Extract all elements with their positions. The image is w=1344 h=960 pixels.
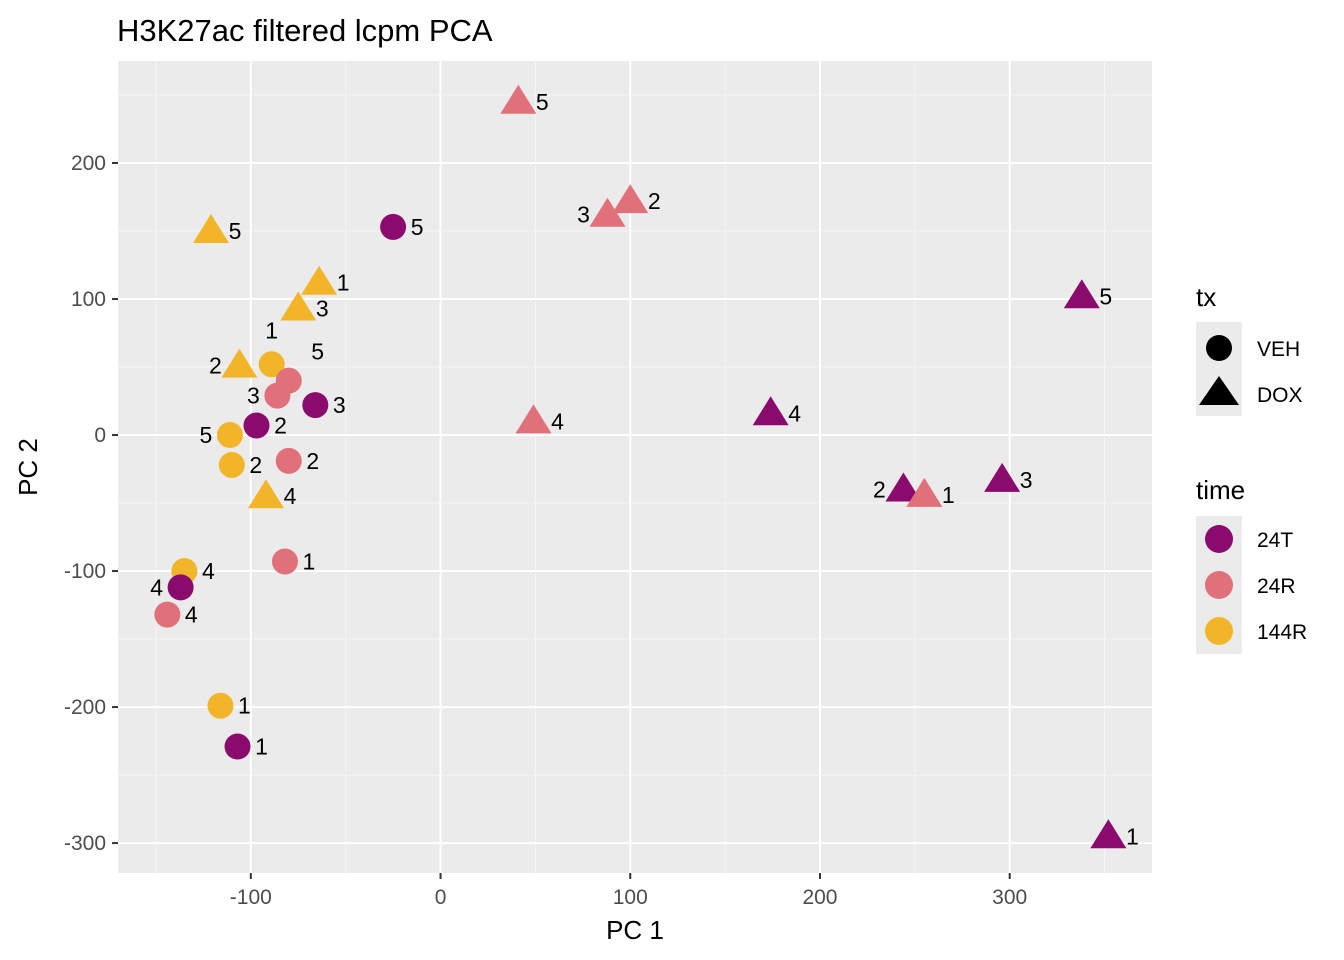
data-point-dox [984, 462, 1021, 492]
point-label: 5 [200, 422, 213, 448]
legend-time-title: time [1196, 475, 1245, 505]
x-axis: -100 0 100 200 300 [230, 873, 1027, 909]
point-label: 4 [284, 483, 297, 509]
legend-veh-circle-icon [1206, 335, 1232, 361]
point-label: 2 [249, 452, 262, 478]
grid-major [118, 61, 1152, 873]
data-point-dox [589, 197, 626, 227]
y-axis: -300 -200 -100 0 100 200 [64, 152, 118, 855]
data-point-dox [280, 291, 317, 321]
x-tick-label: -100 [230, 886, 272, 909]
data-point-veh [167, 574, 194, 601]
y-tick-label: -300 [64, 832, 106, 855]
point-label: 3 [316, 296, 329, 322]
data-point-veh [154, 601, 181, 628]
data-points [154, 84, 1127, 849]
point-label: 4 [150, 574, 163, 600]
point-label: 2 [873, 476, 886, 502]
data-point-veh [380, 213, 407, 240]
grid-minor [118, 61, 1152, 873]
point-label: 5 [229, 218, 242, 244]
data-point-dox [752, 396, 789, 426]
data-point-dox [247, 479, 284, 509]
data-point-dox [885, 472, 922, 502]
point-label: 1 [303, 549, 316, 575]
point-label: 4 [202, 558, 215, 584]
point-label: 5 [411, 214, 424, 240]
data-point-veh [207, 692, 234, 719]
x-tick-label: 300 [992, 886, 1027, 909]
x-tick-label: 0 [435, 886, 447, 909]
plot-panel [118, 61, 1152, 873]
data-point-dox [1090, 819, 1127, 849]
legend-time-label-24t: 24T [1257, 529, 1293, 552]
point-label: 4 [788, 400, 801, 426]
point-label: 1 [1126, 823, 1139, 849]
y-axis-title: PC 2 [13, 438, 43, 496]
point-label: 3 [333, 392, 346, 418]
point-label: 1 [255, 734, 268, 760]
y-tick-label: -100 [64, 560, 106, 583]
point-label: 1 [942, 482, 955, 508]
data-point-dox [301, 265, 338, 295]
legend-tx-label-veh: VEH [1257, 338, 1300, 361]
point-label: 3 [247, 383, 260, 409]
data-point-veh [218, 451, 245, 478]
point-label: 2 [274, 413, 287, 439]
point-label: 4 [185, 602, 198, 628]
point-label: 1 [337, 270, 350, 296]
data-point-veh [275, 447, 302, 474]
data-point-veh [216, 422, 243, 449]
legend-144r-swatch [1205, 617, 1233, 645]
data-point-dox [1063, 279, 1100, 309]
data-point-veh [264, 382, 291, 409]
legend-time: time 24T 24R 144R [1196, 475, 1307, 654]
point-label: 5 [536, 89, 549, 115]
data-point-dox [515, 404, 552, 434]
legend-tx-title: tx [1196, 282, 1216, 312]
data-point-veh [302, 392, 329, 419]
y-tick-label: 200 [71, 152, 106, 175]
data-point-dox [221, 348, 258, 378]
point-label: 1 [265, 317, 278, 343]
chart-title: H3K27ac filtered lcpm PCA [117, 13, 493, 48]
legend-24t-swatch [1205, 525, 1233, 553]
y-tick-label: -200 [64, 696, 106, 719]
legend-tx: tx VEH DOX [1196, 282, 1303, 416]
data-point-dox [192, 214, 229, 244]
legend-time-label-24r: 24R [1257, 575, 1296, 598]
point-label: 5 [311, 339, 324, 365]
legend-24r-swatch [1205, 571, 1233, 599]
point-label: 1 [238, 693, 251, 719]
data-point-dox [612, 184, 649, 214]
data-point-veh [243, 412, 270, 439]
y-tick-label: 0 [94, 424, 106, 447]
point-label: 3 [577, 202, 590, 228]
data-point-dox [500, 84, 537, 114]
x-tick-label: 200 [802, 886, 837, 909]
data-point-veh [224, 733, 251, 760]
point-label: 2 [209, 353, 222, 379]
legend-time-label-144r: 144R [1257, 621, 1307, 644]
legend-dox-triangle-icon [1199, 376, 1239, 405]
data-point-veh [271, 548, 298, 575]
data-point-veh [258, 351, 285, 378]
point-label: 2 [648, 188, 661, 214]
y-tick-label: 100 [71, 288, 106, 311]
legend-tx-label-dox: DOX [1257, 384, 1303, 407]
x-axis-title: PC 1 [606, 915, 664, 945]
point-label: 2 [306, 448, 319, 474]
point-label: 5 [1099, 283, 1112, 309]
data-point-dox [906, 477, 943, 507]
point-label: 4 [551, 408, 564, 434]
point-label: 3 [1020, 467, 1033, 493]
x-tick-label: 100 [613, 886, 648, 909]
